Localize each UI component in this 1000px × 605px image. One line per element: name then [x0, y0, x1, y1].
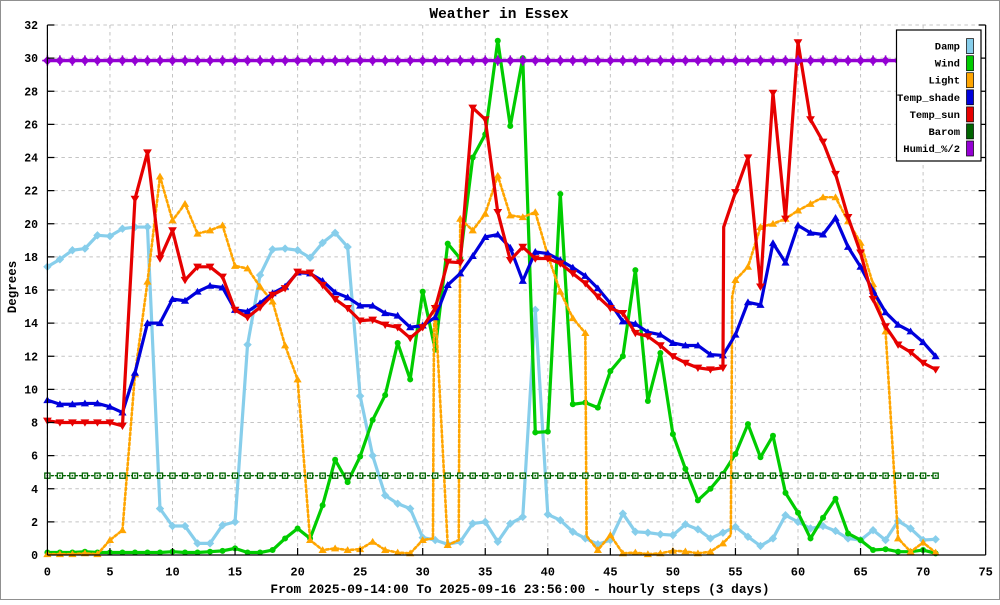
svg-text:2: 2 — [31, 517, 38, 530]
svg-text:8: 8 — [31, 418, 38, 431]
svg-text:6: 6 — [31, 451, 38, 464]
svg-text:4: 4 — [31, 484, 38, 497]
svg-text:45: 45 — [603, 566, 617, 580]
svg-text:18: 18 — [24, 252, 38, 265]
svg-text:Damp: Damp — [935, 42, 960, 54]
svg-text:Temp_sun: Temp_sun — [910, 110, 960, 122]
svg-text:30: 30 — [415, 566, 429, 580]
svg-text:60: 60 — [791, 566, 805, 580]
svg-text:12: 12 — [24, 351, 38, 364]
svg-text:26: 26 — [24, 119, 38, 132]
svg-text:Humid_%/2: Humid_%/2 — [903, 144, 960, 156]
svg-text:Wind: Wind — [935, 59, 960, 71]
svg-text:14: 14 — [24, 318, 38, 331]
svg-text:0: 0 — [44, 566, 51, 580]
svg-text:16: 16 — [24, 285, 38, 298]
svg-text:35: 35 — [478, 566, 492, 580]
svg-text:30: 30 — [24, 53, 38, 66]
svg-text:0: 0 — [31, 550, 38, 563]
svg-text:From 2025-09-14:00 To 2025-09-: From 2025-09-14:00 To 2025-09-16 23:56:0… — [270, 582, 769, 597]
svg-text:5: 5 — [106, 566, 113, 580]
svg-text:70: 70 — [916, 566, 930, 580]
svg-text:20: 20 — [24, 219, 38, 232]
svg-text:50: 50 — [666, 566, 680, 580]
svg-text:55: 55 — [728, 566, 742, 580]
svg-text:40: 40 — [541, 566, 555, 580]
svg-text:22: 22 — [24, 186, 38, 199]
svg-text:Light: Light — [928, 76, 960, 88]
svg-text:10: 10 — [165, 566, 179, 580]
svg-text:75: 75 — [978, 566, 992, 580]
svg-text:Degrees: Degrees — [6, 261, 20, 314]
svg-text:Barom: Barom — [928, 127, 960, 139]
svg-text:10: 10 — [24, 384, 38, 397]
svg-text:25: 25 — [353, 566, 367, 580]
svg-text:20: 20 — [290, 566, 304, 580]
svg-text:65: 65 — [853, 566, 867, 580]
svg-text:Temp_shade: Temp_shade — [897, 93, 960, 105]
svg-text:Weather in Essex: Weather in Essex — [429, 7, 569, 23]
svg-text:24: 24 — [24, 153, 38, 166]
svg-text:28: 28 — [24, 86, 38, 99]
svg-text:32: 32 — [24, 20, 38, 33]
svg-text:15: 15 — [228, 566, 242, 580]
